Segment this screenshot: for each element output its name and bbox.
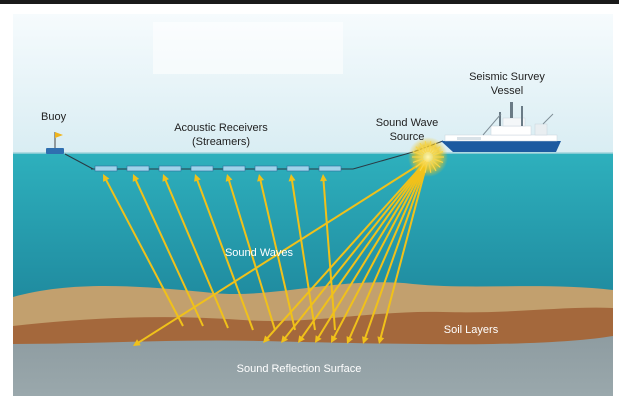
receiver-segment (94, 165, 118, 172)
diagram-canvas (13, 14, 613, 396)
buoy-icon (46, 132, 64, 154)
reflection-surface (13, 336, 613, 396)
sound-wave-ray (331, 158, 429, 343)
sound-wave-ray (225, 174, 276, 331)
sound-wave-ray (103, 174, 184, 327)
reflection-surface-label: Sound Reflection Surface (236, 363, 362, 375)
sound-wave-rays (103, 158, 429, 346)
sound-wave-ray (288, 174, 316, 331)
vessel-label-line2: Vessel (490, 85, 524, 97)
sound-wave-ray (362, 158, 429, 344)
receiver-segment (222, 165, 246, 172)
top-rule (0, 0, 619, 4)
seismic-survey-diagram: Buoy Acoustic Receivers (Streamers) Soun… (13, 14, 613, 396)
soil-layers-label: Soil Layers (443, 324, 499, 336)
sound-wave-ray (132, 174, 204, 327)
sound-wave-ray (162, 174, 229, 329)
receiver-segment (254, 165, 278, 172)
sound-wave-ray (346, 158, 429, 344)
source-label-line1: Sound Wave (375, 117, 439, 129)
buoy-label: Buoy (41, 111, 67, 123)
source-label-line2: Source (389, 131, 425, 143)
sky-haze (153, 22, 343, 74)
vessel-label-line1: Seismic Survey (469, 71, 545, 83)
sound-wave-ray (320, 174, 336, 331)
receiver-segment (126, 165, 150, 172)
receiver-segment (286, 165, 310, 172)
streamer-icon (64, 140, 444, 172)
ship-icon (441, 102, 561, 152)
receivers-label-line2: (Streamers) (191, 136, 251, 148)
sound-wave-ray (263, 158, 429, 343)
receiver-segment (190, 165, 214, 172)
sound-wave-ray (377, 158, 429, 344)
sound-wave-ray (257, 174, 296, 331)
receiver-segment (158, 165, 182, 172)
receiver-segment (318, 165, 342, 172)
sound-wave-ray (315, 158, 429, 343)
sound-wave-ray (281, 158, 429, 343)
sound-burst-icon (408, 137, 448, 177)
sound-wave-ray (133, 158, 429, 346)
sound-waves-label: Sound Waves (224, 247, 294, 259)
sound-wave-ray (194, 174, 254, 331)
flag-icon (55, 132, 63, 138)
sound-wave-ray (298, 158, 429, 343)
receivers-label-line1: Acoustic Receivers (174, 122, 268, 134)
